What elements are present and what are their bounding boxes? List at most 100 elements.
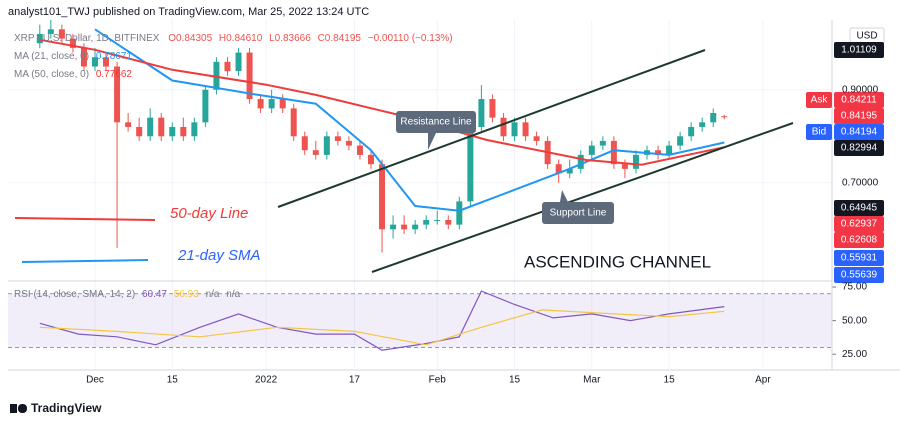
candle-body: [169, 126, 176, 137]
y-tick-label: 25.00: [842, 349, 867, 360]
candle-body: [103, 57, 110, 67]
candle-body: [180, 126, 187, 137]
candles: [36, 20, 728, 253]
price-badge-tag-label: Ask: [811, 95, 829, 106]
legend-value: H0.84610: [219, 33, 263, 44]
x-tick-label: 2022: [255, 375, 278, 386]
price-badge: [834, 124, 884, 140]
grid: [8, 20, 832, 369]
x-tick-label: 15: [509, 375, 521, 386]
price-badge-label: 0.64945: [841, 203, 878, 214]
price-badge-label: 0.84194: [841, 127, 878, 138]
candle-body: [533, 136, 540, 141]
candle-body: [511, 122, 518, 137]
x-tick-label: 15: [664, 375, 676, 386]
candle-body: [445, 220, 452, 225]
annotation: Support Line: [550, 208, 607, 219]
price-badge-label: 0.84211: [841, 95, 877, 106]
legend-line-21: [21, 259, 149, 263]
x-tick-label: Mar: [583, 375, 601, 386]
candle-body: [257, 99, 264, 109]
header: analyst101_TWJ published on TradingView.…: [8, 6, 369, 18]
x-tick-label: 17: [349, 375, 361, 386]
price-badge: [834, 267, 884, 283]
price-badge-label: 0.55639: [841, 270, 878, 281]
annotation: ASCENDING CHANNEL: [524, 252, 711, 271]
candle-body: [666, 145, 673, 155]
x-tick-label: Feb: [429, 375, 447, 386]
legend-value: −0.00110 (−0.13%): [368, 33, 453, 44]
candle-body: [412, 224, 419, 230]
candle-body: [500, 117, 507, 137]
candle-body: [80, 47, 87, 67]
candle-body: [58, 29, 65, 39]
price-badge: [834, 216, 884, 232]
y-tick-label: 50.00: [842, 315, 867, 326]
footer-logo: [10, 404, 27, 413]
price-badge: [834, 200, 884, 216]
candle-body: [456, 201, 463, 225]
symbol-legend: XRP / U.S. Dollar, 1D, BITFINEX O0.84305…: [14, 33, 453, 44]
indicator-name: RSI (14, close, SMA, 14, 2): [14, 289, 135, 300]
candle-body: [379, 164, 386, 230]
candle-body: [290, 108, 297, 137]
candle-body: [125, 122, 132, 127]
y-tick-label: 0.90000: [842, 84, 879, 95]
annotation-box: [542, 202, 614, 224]
annotation: Resistance Line: [400, 117, 472, 128]
candle-body: [401, 224, 408, 230]
annotation-box: [396, 111, 476, 133]
legend-value: 0.78671: [96, 51, 133, 62]
legend-value: 60.47: [142, 289, 167, 300]
series-name: MA (50, close, 0): [14, 69, 89, 80]
ma-legend: MA (50, close, 0) 0.77662: [14, 69, 132, 80]
candle-body: [721, 116, 728, 118]
footer: TradingView: [31, 401, 102, 415]
price-badge-label: 0.82994: [841, 143, 878, 154]
currency: USD: [856, 31, 877, 42]
candle-body: [522, 122, 529, 137]
y-tick-label: 75.00: [842, 282, 867, 293]
annotation: 21-day SMA: [177, 247, 261, 264]
price-badge-label: 0.62937: [841, 219, 878, 230]
candle-body: [478, 99, 485, 127]
candle-body: [147, 117, 154, 137]
series-line: [94, 28, 725, 212]
legend-value: O0.84305: [168, 33, 212, 44]
candle-body: [136, 126, 143, 137]
legend-value: n/a: [226, 289, 240, 300]
price-badge: [834, 42, 884, 58]
price-badge-label: 0.62608: [841, 235, 878, 246]
resistance-line: [277, 49, 706, 208]
series-line: [39, 309, 725, 346]
candle-body: [69, 38, 76, 48]
candle-body: [677, 136, 684, 146]
legend-value: C0.84195: [318, 33, 362, 44]
price-badge: [834, 232, 884, 248]
candle-body: [279, 99, 286, 109]
price-badge-tag-label: Bid: [812, 127, 826, 138]
candle-body: [655, 150, 662, 155]
price-badge-label: 0.84195: [841, 111, 878, 122]
candle-body: [434, 220, 441, 221]
logo-mark: [10, 404, 17, 413]
candle-body: [202, 89, 209, 123]
candle-body: [621, 164, 628, 169]
x-tick-label: Apr: [755, 375, 771, 386]
series-line: [39, 38, 725, 166]
rsi-band-layer: [8, 286, 836, 355]
annotation: 50-day Line: [170, 205, 248, 222]
legend-value: 0.77662: [96, 69, 133, 80]
candle-body: [235, 52, 242, 72]
legend-value: n/a: [206, 289, 220, 300]
candle-body: [268, 99, 275, 109]
candle-body: [323, 136, 330, 155]
candle-body: [599, 140, 606, 146]
support-line: [371, 122, 794, 273]
series-name: MA (21, close, 0): [14, 51, 89, 62]
price-badge-tag: [806, 124, 832, 140]
rsi-band: [8, 293, 832, 348]
